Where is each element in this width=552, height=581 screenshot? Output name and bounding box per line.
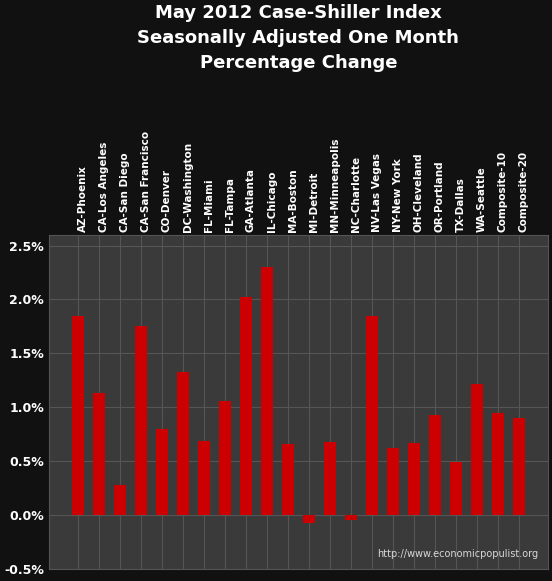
Bar bbox=[72, 315, 84, 515]
Bar bbox=[323, 442, 336, 515]
Title: May 2012 Case-Shiller Index
Seasonally Adjusted One Month
Percentage Change: May 2012 Case-Shiller Index Seasonally A… bbox=[137, 4, 459, 72]
Bar bbox=[386, 448, 399, 515]
Bar bbox=[93, 393, 105, 515]
Bar bbox=[470, 383, 483, 515]
Bar bbox=[407, 443, 420, 515]
Bar bbox=[114, 485, 126, 515]
Bar bbox=[344, 515, 357, 521]
Bar bbox=[513, 418, 525, 515]
Text: http://www.economicpopulist.org: http://www.economicpopulist.org bbox=[376, 549, 538, 559]
Bar bbox=[240, 297, 252, 515]
Bar bbox=[177, 372, 189, 515]
Bar bbox=[219, 401, 231, 515]
Bar bbox=[198, 440, 210, 515]
Bar bbox=[302, 515, 315, 522]
Bar bbox=[156, 429, 168, 515]
Bar bbox=[428, 415, 441, 515]
Bar bbox=[365, 315, 378, 515]
Bar bbox=[261, 267, 273, 515]
Bar bbox=[449, 462, 462, 515]
Bar bbox=[282, 444, 294, 515]
Bar bbox=[492, 413, 504, 515]
Bar bbox=[135, 327, 147, 515]
